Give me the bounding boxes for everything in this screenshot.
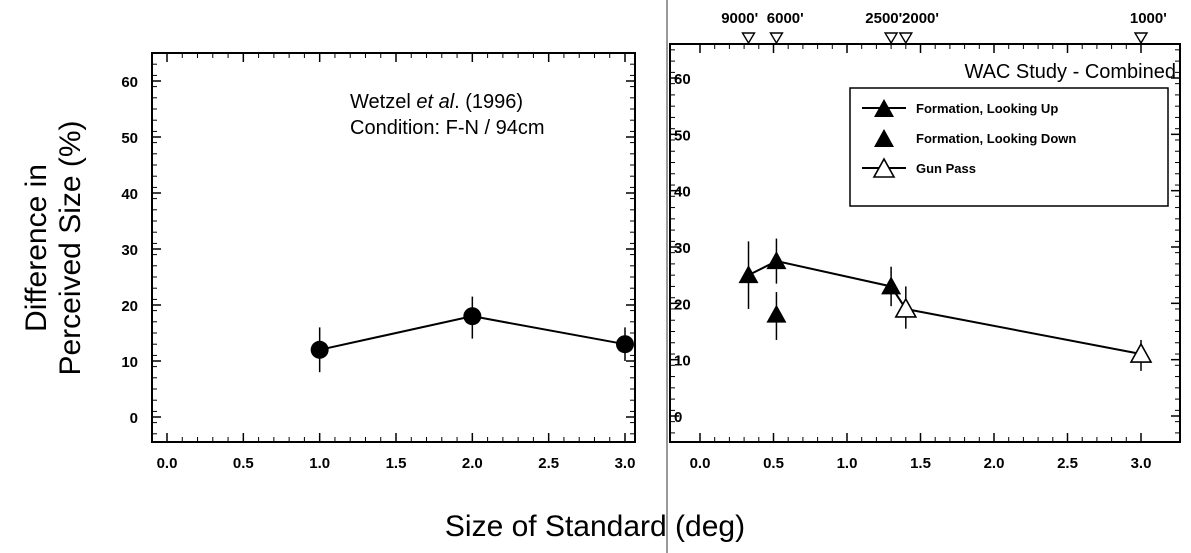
altitude-marker-icon (769, 32, 784, 45)
x-axis-title: Size of Standard (deg) (445, 510, 745, 543)
left-x-tick-label: 0.5 (233, 455, 254, 472)
right-chart-panel: 0.0 0.5 1.0 1.5 2.0 2.5 3.0 0 10 20 30 40 50 60 9000'… (669, 10, 1181, 472)
right-x-tick-label: 0.0 (690, 455, 711, 472)
data-point (766, 304, 787, 323)
right-x-tick-label: 2.0 (984, 455, 1005, 472)
right-series-2 (894, 286, 1153, 371)
legend-label: Gun Pass (916, 161, 976, 176)
altitude-marker-icon (741, 32, 756, 45)
left-y-tick-label: 50 (121, 130, 138, 147)
left-x-tick-label: 1.5 (386, 455, 407, 472)
legend: Formation, Looking Up Formation, Looking … (849, 87, 1169, 207)
data-point (738, 265, 759, 284)
left-y-tick-label: 20 (121, 298, 138, 315)
y-axis-title-line-2: Perceived Size (%) (54, 120, 87, 375)
right-x-tick-label: 1.5 (910, 455, 931, 472)
y-axis-title-line-1: Difference in (20, 164, 53, 332)
right-y-tick-label: 30 (674, 240, 691, 257)
left-y-tick-label: 40 (121, 186, 138, 203)
altitude-marker-icon (1133, 32, 1149, 45)
legend-item-1: Formation, Looking Down (874, 129, 1076, 147)
legend-item-2: Gun Pass (862, 157, 976, 178)
annotation-source: Wetzel et al. (1996) (350, 91, 523, 113)
left-series-layer (310, 296, 634, 373)
legend-item-0: Formation, Looking Up (862, 99, 1058, 117)
right-y-tick-label: 50 (674, 127, 691, 144)
right-series-0 (738, 238, 902, 309)
left-plot-frame (151, 52, 636, 443)
right-x-tick-label: 0.5 (763, 455, 784, 472)
altitude-label: 1000' (1130, 10, 1167, 27)
right-y-tick-label: 20 (674, 296, 691, 313)
y-axis-title: Difference in Perceived Size (%) (20, 120, 87, 375)
altitude-marker-icon (883, 32, 899, 45)
altitude-label: 6000' (767, 10, 804, 27)
data-point (310, 340, 329, 359)
left-y-tick-label: 0 (130, 410, 138, 427)
left-y-tick-label: 60 (121, 74, 138, 91)
altitude-marker-icon (898, 32, 914, 45)
left-x-tick-label: 3.0 (615, 455, 636, 472)
annotation-condition: Condition: F-N / 94cm (350, 117, 545, 139)
altitude-label: 2000' (902, 10, 939, 27)
legend-marker (874, 129, 894, 147)
right-y-tick-label: 10 (674, 353, 691, 370)
left-chart-panel: 0.0 0.5 1.0 1.5 2.0 2.5 3.0 0 10 20 30 40 50 60 Wetze… (121, 52, 636, 472)
secondary-x-axis: 9000' 6000' 2500' 2000' 1000' (721, 10, 1167, 45)
right-x-tick-label: 3.0 (1131, 455, 1152, 472)
data-point (463, 307, 482, 326)
legend-marker (874, 99, 894, 117)
legend-label: Formation, Looking Up (916, 101, 1058, 116)
legend-items: Formation, Looking Up Formation, Looking … (862, 99, 1076, 178)
left-axis-ticks: 0.0 0.5 1.0 1.5 2.0 2.5 3.0 0 10 20 30 40 50 60 (121, 52, 636, 472)
right-y-tick-label: 60 (674, 71, 691, 88)
right-series-1 (766, 292, 787, 340)
right-x-tick-label: 2.5 (1057, 455, 1078, 472)
right-y-tick-label: 40 (674, 184, 691, 201)
left-x-tick-label: 2.0 (462, 455, 483, 472)
right-axis-ticks: 0.0 0.5 1.0 1.5 2.0 2.5 3.0 0 10 20 30 40 50 60 (670, 44, 1180, 472)
altitude-label: 2500' (865, 10, 902, 27)
left-series-0 (310, 296, 634, 373)
altitude-label: 9000' (721, 10, 758, 27)
right-y-tick-label: 0 (674, 409, 682, 426)
left-x-tick-label: 2.5 (538, 455, 559, 472)
data-point (881, 276, 902, 295)
left-x-tick-label: 1.0 (309, 455, 330, 472)
right-x-tick-label: 1.0 (837, 455, 858, 472)
data-point (894, 297, 918, 318)
right-series-line (905, 307, 1142, 356)
right-plot-frame (669, 43, 1181, 443)
data-point (1129, 342, 1153, 363)
legend-marker (872, 157, 896, 178)
left-x-tick-label: 0.0 (157, 455, 178, 472)
left-y-tick-label: 30 (121, 242, 138, 259)
right-series-layer (738, 238, 1153, 371)
data-point (766, 251, 787, 270)
left-y-tick-label: 10 (121, 354, 138, 371)
right-chart-title: WAC Study - Combined (964, 61, 1176, 83)
legend-label: Formation, Looking Down (916, 131, 1076, 146)
data-point (616, 335, 634, 354)
